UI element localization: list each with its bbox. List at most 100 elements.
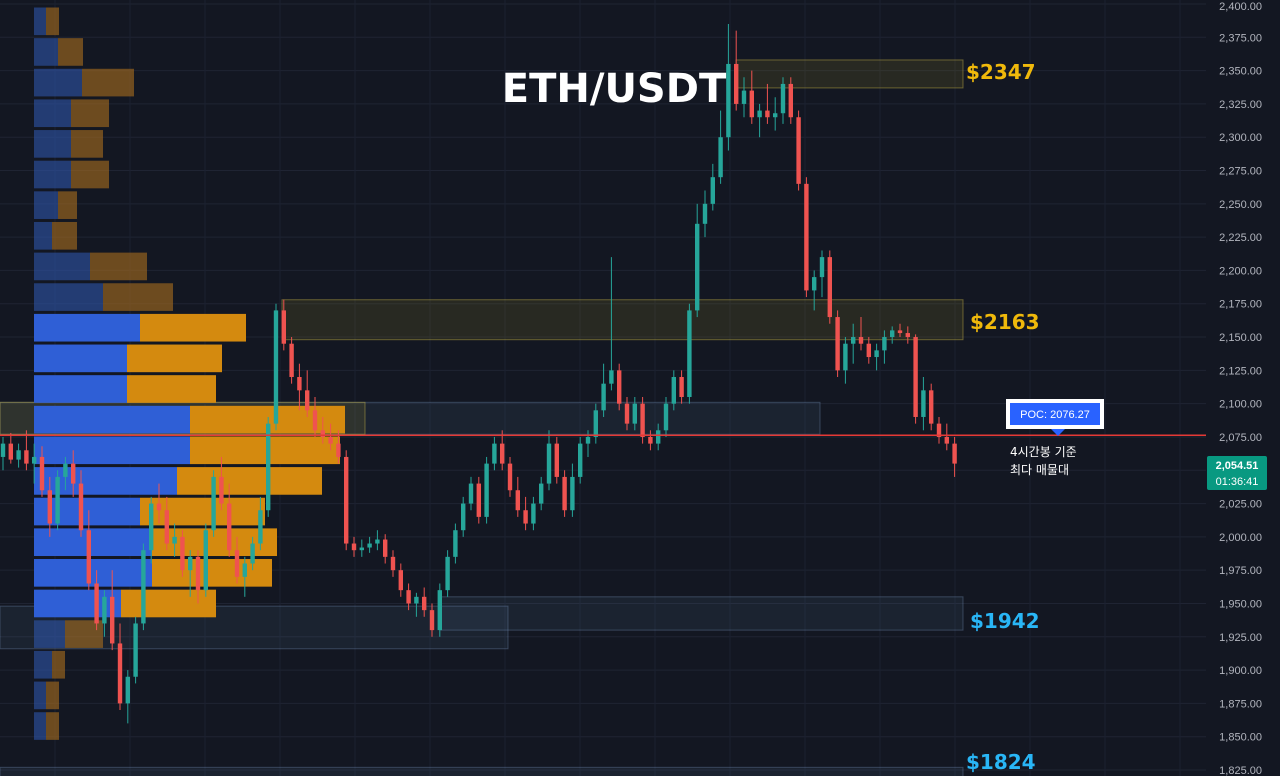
candle-down (944, 436, 949, 444)
price-tick-label: 2,200.00 (1219, 265, 1262, 277)
price-tick-label: 2,000.00 (1219, 532, 1262, 544)
candle-up (780, 83, 786, 114)
candle-up (461, 503, 466, 531)
candle-down (866, 343, 871, 358)
volume-profile-sell-bar (177, 467, 322, 495)
candle-down (624, 403, 630, 424)
candle-down (117, 643, 123, 704)
price-tick-label: 2,275.00 (1219, 166, 1262, 178)
volume-profile-sell-bar (46, 681, 59, 710)
volume-profile-buy-bar (34, 221, 52, 250)
candle-up (812, 277, 817, 291)
volume-profile-buy-bar (34, 313, 140, 342)
candle-countdown: 01:36:41 (1216, 476, 1259, 488)
grid (0, 0, 1206, 776)
price-tick-label: 2,325.00 (1219, 99, 1262, 111)
poc-note-line2: 최다 매물대 (1010, 463, 1069, 477)
volume-profile-buy-bar (34, 436, 190, 465)
volume-profile-buy-bar (34, 344, 127, 373)
candle-up (539, 483, 544, 504)
candle-down (351, 543, 357, 551)
volume-profile-sell-bar (71, 130, 103, 158)
price-tick-label: 2,150.00 (1219, 332, 1262, 344)
candle-down (476, 483, 481, 517)
candle-up (921, 390, 926, 417)
candle-down (858, 337, 864, 344)
candle-down (835, 317, 840, 371)
volume-profile-sell-bar (46, 7, 59, 36)
volume-profile-sell-bar (127, 375, 216, 403)
candle-down (312, 410, 318, 431)
candle-down (913, 337, 918, 417)
candle-up (266, 423, 271, 511)
candle-up (359, 547, 364, 551)
volume-profile (34, 7, 345, 740)
candle-up (273, 310, 279, 424)
current-price-tag-bg (1207, 456, 1267, 490)
candle-down (952, 443, 957, 464)
candle-up (172, 536, 177, 544)
candle-down (289, 343, 294, 378)
supply-zone (735, 59, 964, 89)
candle-up (585, 436, 591, 444)
candle-up (141, 550, 146, 624)
candle-up (445, 556, 450, 591)
candle-down (406, 590, 411, 604)
volume-profile-buy-bar (34, 7, 46, 36)
price-tick-label: 2,225.00 (1219, 232, 1262, 244)
volume-profile-sell-bar (121, 589, 216, 618)
candle-down (788, 83, 793, 118)
volume-profile-buy-bar (34, 252, 90, 281)
candle-down (234, 550, 240, 577)
level-label: $1942 (970, 609, 1040, 633)
volume-profile-sell-bar (127, 344, 222, 373)
volume-profile-buy-bar (34, 589, 121, 618)
poc-box-fill (1010, 403, 1100, 425)
candles (0, 23, 957, 724)
candle-down (897, 330, 903, 334)
candle-up (593, 410, 598, 437)
poc-callout[interactable]: POC: 2076.27 (1006, 399, 1104, 436)
candle-up (851, 337, 856, 344)
price-tick-label: 2,125.00 (1219, 365, 1262, 377)
candle-down (47, 490, 52, 524)
price-axis[interactable]: 2,400.00 2,375.00 2,350.00 2,325.00 2,300.00… (1206, 0, 1280, 776)
candle-up (437, 590, 442, 631)
volume-profile-buy-bar (34, 405, 190, 434)
level-label: $2347 (966, 60, 1036, 84)
price-tick-label: 1,900.00 (1219, 665, 1262, 677)
candle-up (656, 430, 661, 444)
level-label: $2163 (970, 310, 1040, 334)
volume-profile-buy-bar (34, 375, 127, 403)
price-tick-label: 2,400.00 (1219, 1, 1262, 13)
candle-up (687, 310, 692, 397)
volume-profile-sell-bar (71, 160, 109, 189)
candle-up (874, 350, 879, 358)
volume-profile-sell-bar (103, 283, 173, 311)
current-price-value: 2,054.51 (1216, 460, 1259, 472)
price-tick-label: 1,875.00 (1219, 698, 1262, 710)
candle-up (819, 257, 825, 278)
candle-up (757, 110, 762, 118)
candle-down (24, 450, 29, 464)
candle-up (726, 63, 731, 138)
volume-profile-sell-bar (190, 436, 340, 465)
candle-down (336, 443, 341, 457)
volume-profile-sell-bar (71, 99, 109, 128)
volume-profile-buy-bar (34, 620, 65, 648)
candle-down (219, 476, 224, 504)
candle-down (390, 556, 396, 571)
candle-down (554, 443, 559, 477)
candle-down (617, 370, 622, 404)
candle-down (344, 456, 349, 544)
volume-profile-buy-bar (34, 68, 82, 97)
current-price-tag: 2,054.51 01:36:41 (1207, 456, 1267, 490)
volume-profile-sell-bar (58, 38, 83, 66)
candle-down (749, 90, 754, 118)
candle-up (492, 443, 497, 464)
candle-down (507, 463, 513, 491)
price-tick-label: 1,950.00 (1219, 598, 1262, 610)
price-tick-label: 1,925.00 (1219, 632, 1262, 644)
candle-down (383, 539, 388, 557)
